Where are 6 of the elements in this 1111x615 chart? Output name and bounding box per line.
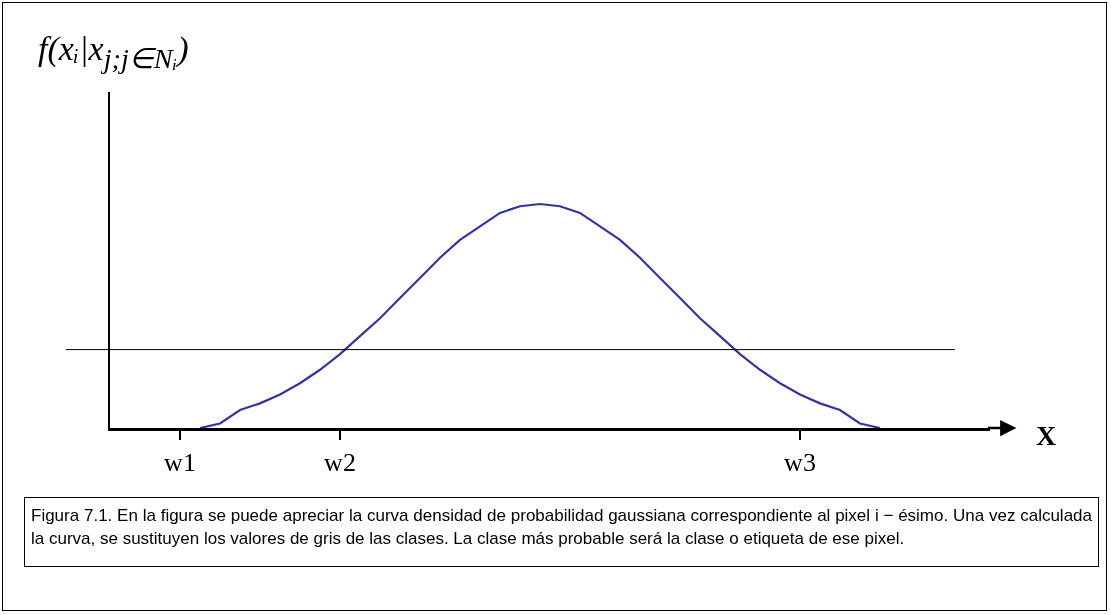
x-tick-label: w3	[784, 447, 816, 477]
y-axis-title: f(xᵢ|x$_{j;j∈Nᵢ}$)	[38, 30, 189, 75]
x-tick-label: w2	[324, 447, 356, 477]
x-axis-title: X	[1036, 420, 1057, 452]
x-tick-label: w1	[164, 447, 196, 477]
text: Figura 7.1. En la figura se puede apreciar la curva densidad de probabilidad gaussiana correspondiente al pixel i − ésimo. Una vez calculada la curva, se sustituyen los valores de gris de las clases. La clase más probable será la clase o etiqueta de ese pixel.	[24, 497, 1099, 567]
